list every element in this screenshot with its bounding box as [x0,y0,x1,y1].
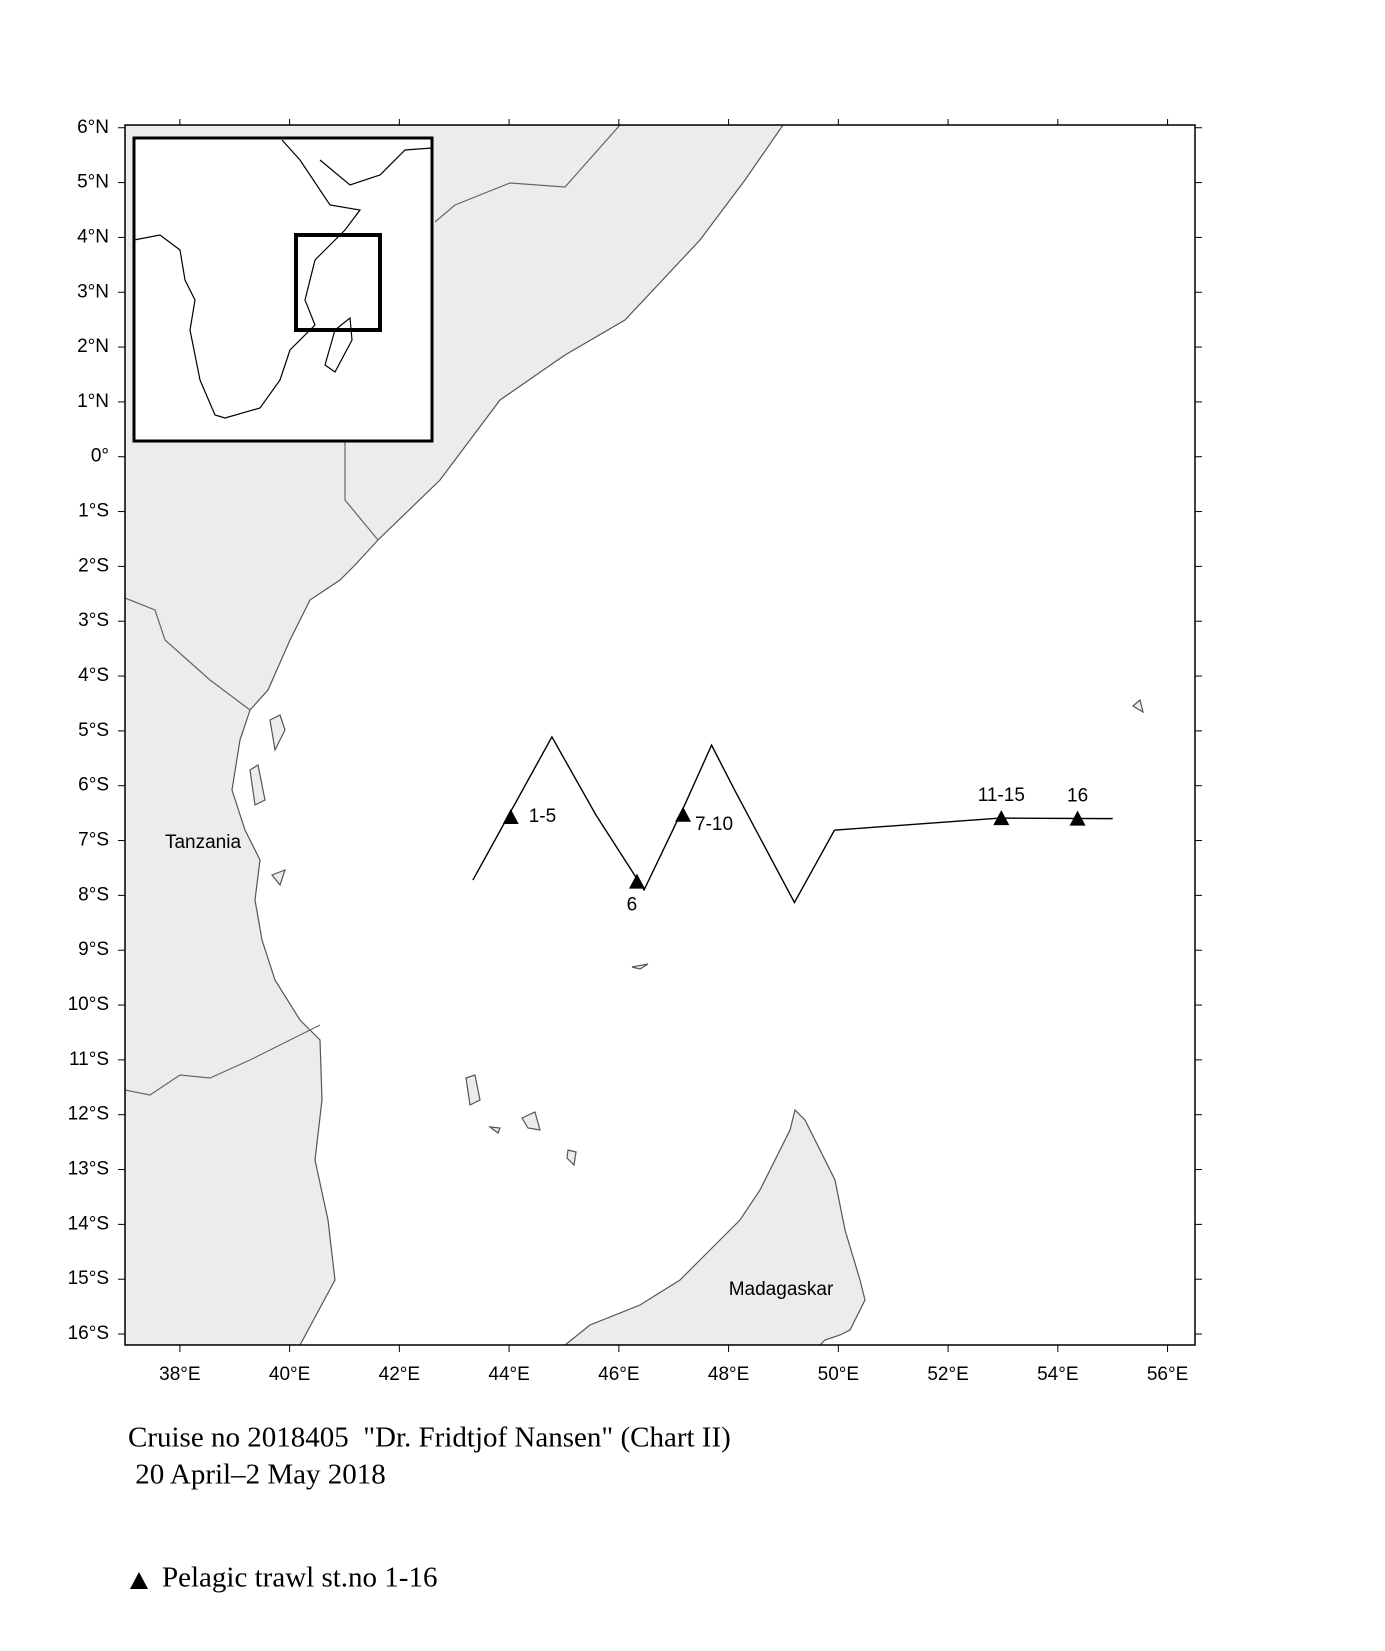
x-tick-label: 46°E [598,1364,639,1385]
y-tick-label: 15°S [68,1268,109,1289]
y-tick-label: 4°S [78,665,109,686]
station-label: 16 [1067,786,1088,807]
y-tick-label: 1°S [78,501,109,522]
legend-symbol [130,1572,148,1589]
y-tick-label: 6°N [77,117,109,138]
inset-extent [294,233,382,332]
x-tick-label: 52°E [927,1364,968,1385]
station-marker [1069,810,1086,826]
y-tick-label: 7°S [78,830,109,851]
place-label: Tanzania [165,832,241,853]
y-tick-label: 10°S [68,994,109,1015]
y-tick-label: 6°S [78,775,109,796]
y-tick-label: 3°N [77,281,109,302]
station-label: 1-5 [529,806,556,827]
y-tick-label: 5°N [77,172,109,193]
x-tick-label: 44°E [488,1364,529,1385]
x-tick-label: 40°E [269,1364,310,1385]
station-marker [628,873,645,889]
y-tick-label: 0° [91,446,109,467]
country-border [125,125,621,1096]
y-tick-label: 11°S [69,1049,109,1070]
x-tick-label: 38°E [159,1364,200,1385]
y-tick-label: 2°N [77,336,109,357]
y-tick-label: 4°N [77,226,109,247]
station-marker [675,806,692,822]
x-tick-label: 42°E [379,1364,420,1385]
station-label: 7-10 [695,814,733,835]
caption: Cruise no 2018405 "Dr. Fridtjof Nansen" … [128,1422,731,1454]
madagascar [564,1108,866,1345]
y-tick-label: 13°S [68,1159,109,1180]
y-tick-label: 2°S [78,555,109,576]
x-tick-label: 56°E [1147,1364,1188,1385]
station-marker [502,808,519,824]
place-label: Madagaskar [729,1279,834,1300]
legend-label: Pelagic trawl st.no 1-16 [162,1562,437,1594]
x-tick-label: 50°E [818,1364,859,1385]
x-tick-label: 48°E [708,1364,749,1385]
x-tick-label: 54°E [1037,1364,1078,1385]
y-tick-label: 16°S [68,1323,109,1344]
y-tick-label: 8°S [78,884,109,905]
station-label: 11-15 [978,785,1025,806]
station-label: 6 [627,895,638,916]
y-tick-label: 1°N [77,391,109,412]
caption: 20 April–2 May 2018 [128,1459,386,1491]
inset [132,136,434,443]
island [249,698,1144,1167]
y-tick-label: 9°S [78,939,109,960]
cruise-track [472,735,1113,904]
y-tick-label: 12°S [68,1104,109,1125]
inset-coast [133,139,433,419]
y-tick-label: 3°S [78,610,109,631]
map-frame [124,124,1196,1346]
inset-frame [132,136,434,443]
station-marker [993,810,1010,826]
y-tick-label: 14°S [68,1213,109,1234]
y-tick-label: 5°S [78,720,109,741]
